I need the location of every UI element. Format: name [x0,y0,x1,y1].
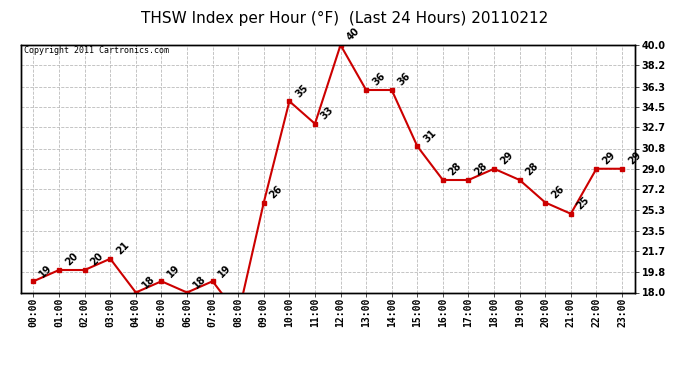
Text: 19: 19 [217,262,233,279]
Text: 28: 28 [524,161,540,178]
Text: 40: 40 [345,26,362,43]
Text: 20: 20 [89,251,106,268]
Text: 21: 21 [115,240,131,256]
Text: 25: 25 [575,195,591,211]
Text: 26: 26 [268,184,284,200]
Text: 31: 31 [422,128,438,144]
Text: 35: 35 [293,82,310,99]
Text: THSW Index per Hour (°F)  (Last 24 Hours) 20110212: THSW Index per Hour (°F) (Last 24 Hours)… [141,11,549,26]
Text: 29: 29 [600,150,617,166]
Text: 28: 28 [473,161,489,178]
Text: 19: 19 [38,262,55,279]
Text: Copyright 2011 Cartronics.com: Copyright 2011 Cartronics.com [23,46,169,55]
Text: 18: 18 [140,274,157,290]
Text: 18: 18 [191,274,208,290]
Text: 29: 29 [498,150,515,166]
Text: 28: 28 [447,161,464,178]
Text: 36: 36 [371,71,387,88]
Text: 36: 36 [396,71,413,88]
Text: 26: 26 [549,184,566,200]
Text: 16: 16 [0,374,1,375]
Text: 33: 33 [319,105,336,122]
Text: 20: 20 [63,251,80,268]
Text: 29: 29 [626,150,643,166]
Text: 19: 19 [166,262,182,279]
